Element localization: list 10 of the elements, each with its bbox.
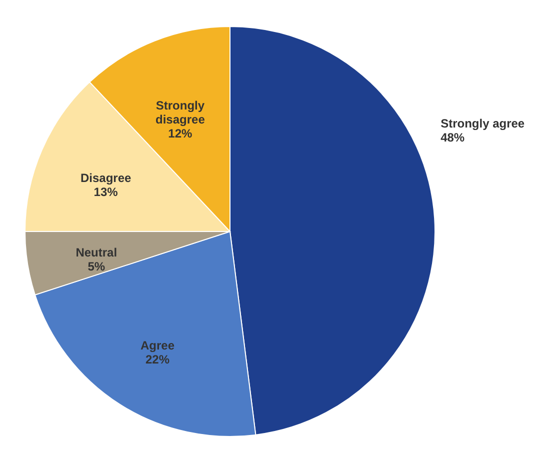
data-label: 48% [440,130,465,144]
slice-label: Neutral [76,246,118,260]
slice-label: Agree [140,338,175,353]
slice-label: Strongly disagree [156,98,206,127]
slice-label: Disagree [80,170,132,185]
slice-label: Strongly agree [440,116,525,130]
data-label: 12% [168,126,193,141]
data-label: 22% [145,352,170,367]
data-label: 5% [88,260,106,274]
data-label: 13% [94,184,118,199]
